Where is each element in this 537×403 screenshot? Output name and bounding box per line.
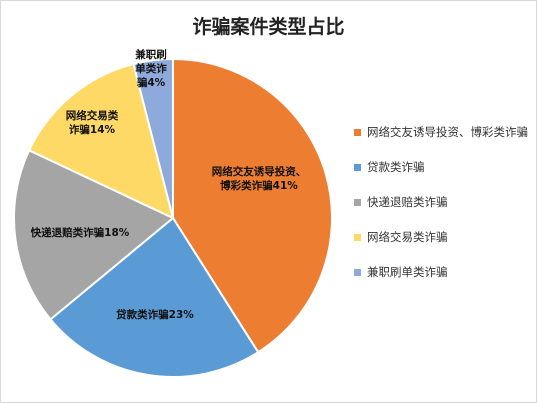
pie-slice-3 bbox=[12, 148, 175, 321]
legend-label: 兼职刷单类诈骗 bbox=[367, 265, 448, 279]
legend-swatch bbox=[354, 129, 361, 136]
chart-legend: 网络交友诱导投资、博彩类诈骗 贷款类诈骗快递退赔类诈骗 网络交易类诈骗 兼职刷单类诈骗 bbox=[354, 124, 534, 299]
legend-label: 网络交易类诈骗 bbox=[367, 230, 448, 244]
legend-label: 快递退赔类诈骗 bbox=[367, 195, 448, 209]
data-label-2: 贷款类诈骗23% bbox=[116, 308, 194, 321]
legend-item-3: 快递退赔类诈骗 bbox=[354, 194, 534, 210]
pie-slice-2 bbox=[49, 216, 260, 378]
legend-swatch bbox=[354, 234, 361, 241]
legend-swatch bbox=[354, 164, 361, 171]
pie-slice-5 bbox=[132, 57, 174, 219]
legend-item-1: 网络交友诱导投资、博彩类诈骗 bbox=[354, 124, 534, 140]
legend-label: 网络交友诱导投资、博彩类诈骗 bbox=[367, 125, 528, 139]
data-label-3: 快递退赔类诈骗18% bbox=[30, 226, 130, 239]
legend-swatch bbox=[354, 199, 361, 206]
chart-title: 诈骗案件类型占比 bbox=[192, 16, 345, 38]
legend-label: 贷款类诈骗 bbox=[367, 160, 425, 174]
data-label-5: 兼职刷单类诈骗4% bbox=[135, 48, 167, 89]
pie-slice-4 bbox=[27, 62, 175, 220]
data-label-1: 网络交友诱导投资、博彩类诈骗41% bbox=[212, 165, 307, 192]
data-label-4: 网络交易类诈骗14% bbox=[66, 109, 119, 136]
legend-swatch bbox=[354, 269, 361, 276]
legend-item-5: 兼职刷单类诈骗 bbox=[354, 264, 534, 280]
legend-item-4: 网络交易类诈骗 bbox=[354, 229, 534, 245]
legend-item-2: 贷款类诈骗 bbox=[354, 159, 534, 175]
